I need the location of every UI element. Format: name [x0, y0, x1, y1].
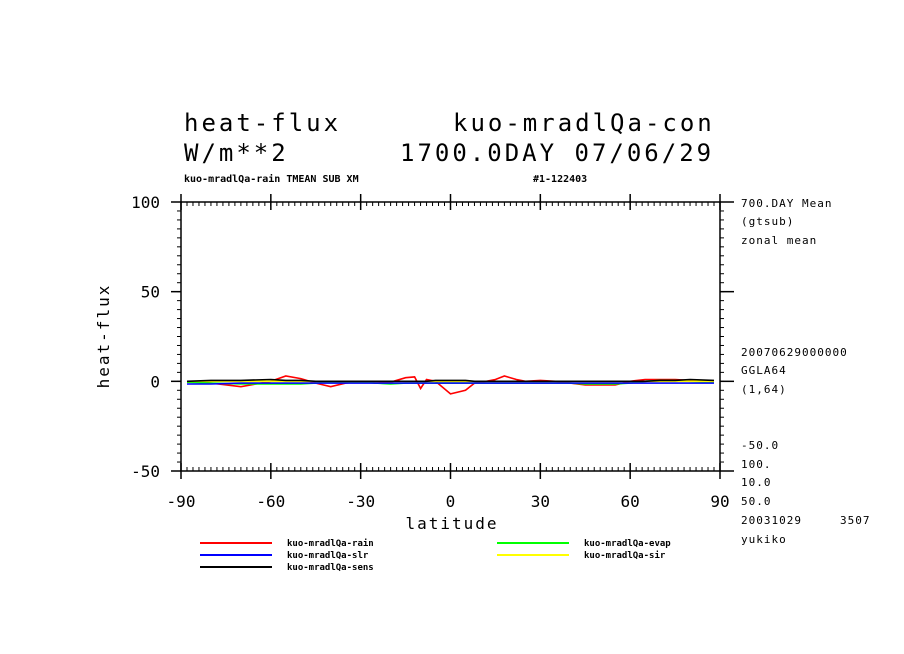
legend-label-kuo-mradlQa-sir: kuo-mradlQa-sir: [584, 550, 666, 561]
side-num: 3507: [840, 514, 871, 527]
chart-time-label: 1700.0DAY 07/06/29: [400, 139, 714, 167]
side-user: yukiko: [741, 533, 787, 546]
side-gtsub: (gtsub): [741, 215, 794, 228]
legend-label-kuo-mradlQa-slr: kuo-mradlQa-slr: [287, 551, 369, 561]
legend-label-kuo-mradlQa-evap: kuo-mradlQa-evap: [584, 539, 671, 549]
y-tick-label: 100: [131, 193, 160, 212]
x-tick-label: -60: [256, 492, 285, 511]
chart-title-right: kuo-mradlQa-con: [453, 109, 715, 137]
side-p4: 50.0: [741, 495, 772, 508]
y-tick-label: 50: [141, 283, 160, 302]
series-line-kuo-mradlQa-slr: [187, 382, 714, 385]
chart-units: W/m**2: [184, 139, 289, 167]
x-axis-label: latitude: [405, 514, 498, 533]
series-line-kuo-mradlQa-rain: [186, 375, 715, 395]
y-tick-label: -50: [131, 462, 160, 481]
side-range: (1,64): [741, 383, 787, 396]
y-axis-label: heat-flux: [94, 284, 113, 389]
x-tick-label: -90: [167, 492, 196, 511]
side-grid: GGLA64: [741, 364, 787, 377]
chart-title-left: heat-flux: [184, 109, 341, 137]
x-tick-label: 90: [710, 492, 729, 511]
plot-frame: [180, 201, 721, 472]
side-date-code: 20070629000000: [741, 346, 848, 359]
side-created: 20031029: [741, 514, 802, 527]
side-zonal: zonal mean: [741, 234, 817, 247]
series-line-kuo-mradlQa-sens: [186, 378, 715, 383]
x-tick-label: 30: [531, 492, 550, 511]
chart-subtitle-right: #1-122403: [533, 174, 587, 185]
y-tick-label: 0: [150, 372, 160, 391]
chart-subtitle-left: kuo-mradlQa-rain TMEAN SUB XM: [184, 173, 359, 185]
x-tick-label: -30: [346, 492, 375, 511]
side-mean: 700.DAY Mean: [741, 197, 832, 210]
x-tick-label: 0: [446, 492, 456, 511]
side-p3: 10.0: [741, 476, 772, 489]
side-p2: 100.: [741, 458, 772, 471]
x-tick-label: 60: [621, 492, 640, 511]
legend-label-kuo-mradlQa-sens: kuo-mradlQa-sens: [287, 563, 374, 573]
side-p1: -50.0: [741, 439, 779, 452]
legend-label-kuo-mradlQa-rain: kuo-mradlQa-rain: [287, 538, 374, 549]
